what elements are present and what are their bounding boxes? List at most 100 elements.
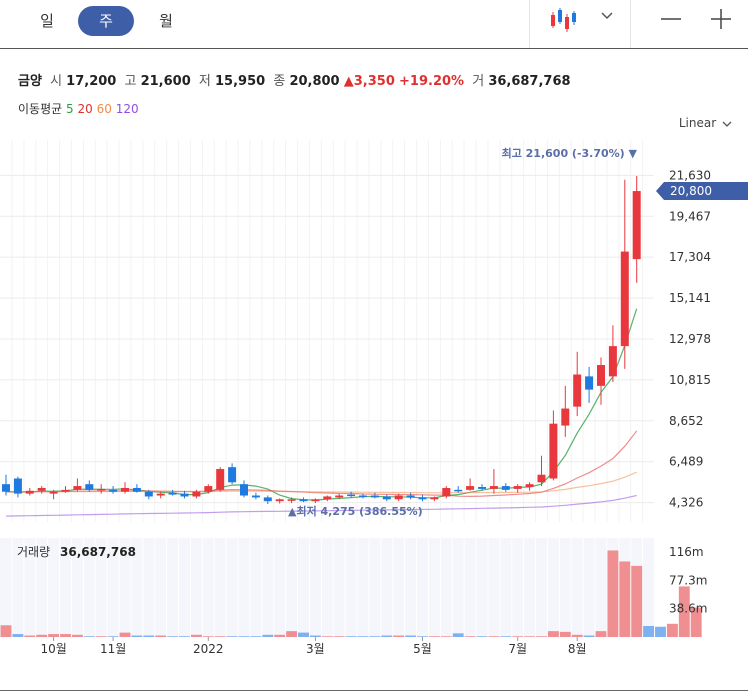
volume-panel-value: 36,687,768	[60, 545, 136, 559]
candle-body	[240, 484, 248, 496]
candle-body	[168, 492, 177, 495]
x-tick-label: 10월	[40, 642, 66, 656]
volume-bar	[369, 636, 381, 637]
volume-bar	[119, 632, 131, 637]
candle-body	[144, 491, 153, 497]
volume-bar	[512, 636, 524, 637]
high-label: 고	[124, 74, 137, 89]
minus-icon[interactable]	[656, 8, 686, 38]
volume-bar	[95, 636, 107, 637]
volume-bar	[417, 636, 428, 637]
volume-bar	[381, 635, 393, 637]
volume-bar	[357, 636, 369, 637]
candle-body	[513, 486, 522, 489]
candle-body	[406, 495, 415, 498]
candle-body	[549, 423, 558, 479]
candle-body	[442, 487, 451, 497]
volume-bar	[440, 636, 452, 637]
candle-body	[311, 499, 320, 502]
volume-tick-label: 116m	[669, 545, 704, 559]
open-label: 시	[50, 74, 63, 89]
volume-bar	[167, 636, 179, 637]
candle-body	[418, 497, 427, 500]
close-value: 20,800	[289, 74, 340, 89]
candle-body	[394, 495, 403, 500]
volume-bar	[452, 633, 464, 637]
tab-weekly[interactable]: 주	[78, 6, 134, 36]
candle-body	[489, 486, 498, 489]
open-value: 17,200	[66, 74, 117, 89]
candle-body	[263, 497, 272, 502]
candle-body	[49, 491, 58, 494]
ma-line-20	[5, 430, 638, 498]
volume-tick-label: 38.6m	[669, 602, 707, 616]
tab-daily[interactable]: 일	[40, 12, 54, 30]
bottom-divider	[0, 690, 748, 691]
candle-body	[216, 469, 225, 490]
ma-120: 120	[115, 102, 139, 116]
candle-body	[454, 489, 463, 492]
candle-body	[478, 487, 486, 489]
candle-body	[608, 346, 617, 377]
scale-select[interactable]: Linear	[679, 116, 734, 130]
volume-bar	[547, 631, 559, 637]
volume-bar	[559, 631, 571, 637]
candle-body	[525, 484, 534, 488]
candle-body	[537, 474, 546, 483]
volume-bar	[24, 635, 36, 637]
candle-body	[85, 484, 94, 490]
candle-body	[561, 408, 570, 426]
candle-body	[501, 486, 510, 490]
candle-body	[597, 365, 605, 386]
volume-panel-label: 거래량	[17, 545, 50, 559]
tab-monthly[interactable]: 월	[159, 12, 173, 30]
volume-bar	[393, 635, 405, 637]
candle-body	[323, 496, 332, 500]
volume-bar	[428, 636, 440, 637]
candle-body	[585, 376, 594, 390]
candle-body	[287, 499, 296, 501]
volume-bar	[345, 636, 357, 637]
candle-body	[25, 490, 34, 494]
volume-bar	[155, 635, 167, 637]
x-tick-label: 5월	[413, 642, 432, 656]
volume-bar	[405, 635, 417, 637]
volume-bar	[309, 635, 321, 637]
ma-5: 5	[66, 102, 74, 116]
volume-bar	[464, 636, 476, 637]
ma-line-60	[5, 471, 637, 494]
chevron-down-icon[interactable]	[596, 6, 618, 36]
volume-bar	[666, 623, 678, 637]
volume-bar	[274, 634, 286, 637]
candle-body	[620, 251, 629, 347]
volume-bar	[36, 634, 48, 637]
y-tick-label: 8,652	[669, 414, 703, 428]
volume-bar	[583, 635, 595, 637]
moving-average-legend[interactable]: 이동평균 5 20 60 120	[18, 100, 139, 117]
candle-body	[156, 493, 165, 496]
volume-bar	[238, 636, 250, 637]
volume-bar	[214, 636, 226, 637]
volume-bar	[131, 635, 143, 637]
candle-body	[2, 484, 10, 492]
candle-body	[359, 495, 367, 498]
y-tick-label: 12,978	[669, 332, 711, 346]
plus-icon[interactable]	[706, 8, 736, 38]
toolbar-divider	[529, 0, 530, 48]
candle-body	[573, 374, 582, 407]
volume-bar	[500, 636, 512, 637]
quote-summary: 금양 시 17,200 고 21,600 저 15,950 종 20,800 ▲…	[18, 70, 571, 89]
volume-bar	[488, 636, 500, 637]
candle-body	[347, 494, 356, 497]
y-tick-label: 4,326	[669, 496, 703, 510]
volume-panel-bg	[0, 538, 654, 637]
volume-bar	[476, 636, 488, 637]
ma-60: 60	[96, 102, 112, 116]
ma-line-120	[5, 494, 637, 517]
y-tick-label: 17,304	[669, 250, 711, 264]
candlestick-icon[interactable]	[549, 6, 579, 36]
current-price-tag	[656, 182, 748, 201]
volume-bar	[571, 634, 583, 637]
volume-bar	[0, 625, 12, 637]
candle-body	[466, 486, 475, 490]
